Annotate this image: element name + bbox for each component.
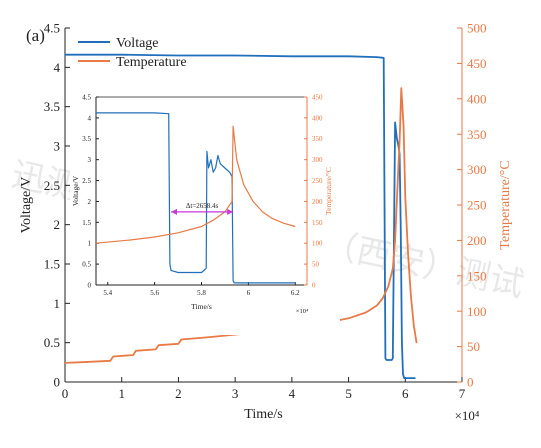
x-axis-label: Time/s: [191, 302, 212, 311]
x-tick-label: 5.8: [197, 289, 206, 297]
y-tick-label: 0: [54, 375, 61, 390]
dt-arrow-head-left: [171, 208, 178, 215]
x-axis-label: Time/s: [244, 407, 282, 422]
panel-label: (a): [26, 26, 45, 45]
dt-annotation-label: Δt=2658.4s: [186, 202, 219, 210]
y2-tick-label: 150: [467, 268, 487, 283]
x-exponent-label: ×10⁴: [455, 408, 480, 423]
x-tick-label: 3: [232, 386, 239, 401]
x-tick-label: 0: [62, 386, 69, 401]
y-tick-label: 1.5: [82, 219, 91, 227]
y-tick-label: 4.5: [44, 21, 60, 36]
y-tick-label: 2.5: [44, 178, 60, 193]
x-tick-label: 2: [175, 386, 182, 401]
y2-axis-label: Temperature/°C: [324, 167, 333, 215]
y2-tick-label: 300: [467, 162, 487, 177]
y2-tick-label: 150: [312, 219, 323, 227]
y-tick-label: 3.5: [82, 135, 91, 143]
main-chart: 0 1 2 3 4 5 6 700.511.522.533.544.5050100150200…: [19, 21, 513, 423]
legend-temperature-label: Temperature: [116, 55, 187, 70]
y-tick-label: 3: [54, 139, 61, 154]
y2-tick-label: 400: [467, 91, 487, 106]
inset-chart: 5.4 5.6 5.8 6 6.2 0 0.5 1 1.5 2 2.5 3 3.5 4 4.5 0 50 100 1…: [71, 93, 333, 315]
x-exponent-label: ×10⁴: [296, 308, 309, 315]
y-axis-label: Voltage/V: [71, 175, 80, 206]
x-tick-label: 5.4: [103, 289, 112, 297]
y-axis-label: Voltage/V: [19, 177, 34, 234]
y-tick-label: 4: [88, 114, 92, 122]
legend: Voltage Temperature: [78, 36, 187, 70]
y-tick-label: 0.5: [82, 261, 91, 269]
y2-tick-label: 350: [312, 135, 323, 143]
y2-tick-label: 250: [467, 198, 487, 213]
y2-tick-label: 0: [312, 281, 316, 289]
y2-tick-label: 450: [467, 56, 487, 71]
dt-arrow-head-right: [227, 208, 234, 215]
y2-tick-label: 400: [312, 114, 323, 122]
y2-tick-label: 0: [467, 375, 474, 390]
x-tick-label: 5: [345, 386, 352, 401]
y-tick-label: 1.5: [44, 257, 60, 272]
y2-axis-label: Temperature/°C: [498, 160, 513, 249]
y-tick-label: 1: [88, 240, 92, 248]
inset-background: [70, 85, 340, 335]
x-tick-label: 5.6: [150, 289, 159, 297]
voltage-line: [65, 53, 416, 380]
y-tick-label: 1: [54, 296, 61, 311]
y2-tick-label: 450: [312, 93, 323, 101]
y2-tick-label: 300: [312, 156, 323, 164]
y-tick-label: 2: [88, 198, 92, 206]
voltage-line: [96, 112, 296, 284]
y2-tick-label: 50: [312, 261, 320, 269]
x-tick-label: 6: [247, 289, 251, 297]
y-tick-label: 4.5: [82, 93, 91, 101]
x-tick-label: 7: [459, 386, 466, 401]
temperature-line: [95, 125, 296, 244]
y2-tick-label: 50: [467, 339, 480, 354]
x-tick-label: 1: [118, 386, 125, 401]
x-tick-label: 6: [402, 386, 409, 401]
y-tick-label: 3.5: [44, 99, 60, 114]
y-tick-label: 0.5: [44, 335, 60, 350]
x-tick-label: 4: [289, 386, 296, 401]
y2-tick-label: 200: [467, 233, 487, 248]
y-tick-label: 3: [88, 156, 92, 164]
y-tick-label: 0: [88, 281, 92, 289]
legend-voltage-label: Voltage: [116, 36, 159, 51]
y-tick-label: 4: [54, 60, 61, 75]
y-tick-label: 2: [54, 217, 61, 232]
y2-tick-label: 500: [467, 21, 487, 36]
y2-tick-label: 100: [312, 240, 323, 248]
y2-tick-label: 200: [312, 198, 323, 206]
y-tick-label: 2.5: [82, 177, 91, 185]
temperature-line: [64, 87, 418, 364]
y2-tick-label: 100: [467, 304, 487, 319]
y2-tick-label: 250: [312, 177, 323, 185]
y2-tick-label: 350: [467, 127, 487, 142]
x-tick-label: 6.2: [291, 289, 300, 297]
